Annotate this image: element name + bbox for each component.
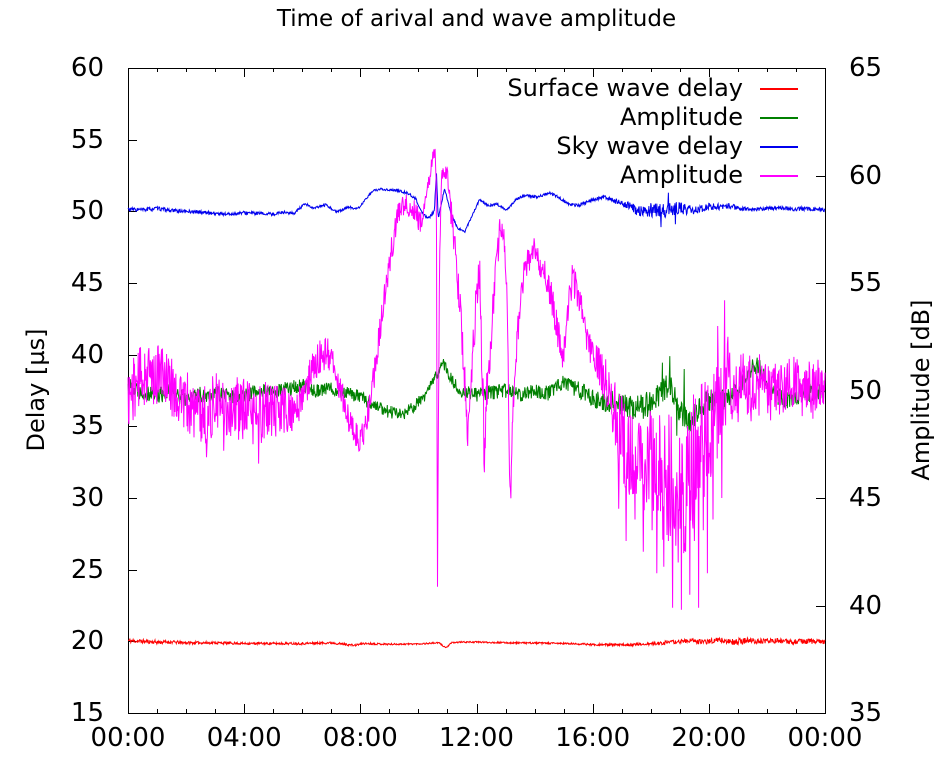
y-right-tick-label: 65 [849, 53, 883, 83]
y-right-tick-label: 45 [849, 483, 883, 513]
legend-label: Surface wave delay [507, 74, 743, 102]
legend-row: Amplitude [507, 161, 798, 190]
y-left-tick-label: 15 [70, 698, 104, 728]
legend-line-sample [760, 116, 798, 119]
x-tick-label: 20:00 [671, 723, 747, 753]
y-left-tick-label: 25 [70, 554, 104, 585]
y-right-tick-label: 60 [849, 160, 883, 191]
y-right-tick-label: 35 [849, 698, 883, 728]
y-right-tick-label: 40 [849, 590, 883, 621]
legend-label: Amplitude [620, 161, 743, 189]
x-tick-label: 00:00 [787, 723, 863, 753]
y-left-tick-label: 40 [70, 339, 104, 370]
legend-row: Surface wave delay [507, 74, 798, 103]
y-left-tick-label: 20 [70, 626, 104, 657]
legend-label: Amplitude [620, 103, 743, 131]
y-right-tick-label: 55 [849, 268, 883, 298]
legend-row: Sky wave delay [507, 132, 798, 161]
y-left-tick-label: 35 [70, 411, 104, 442]
y-left-tick-label: 30 [70, 483, 104, 513]
legend-line-sample [760, 145, 798, 148]
legend-line-sample [760, 87, 798, 90]
legend-line-sample [760, 174, 798, 177]
x-tick-label: 08:00 [322, 723, 398, 753]
x-tick-label: 16:00 [555, 723, 631, 753]
x-tick-label: 04:00 [206, 723, 282, 753]
legend: Surface wave delay Amplitude Sky wave dela… [507, 74, 798, 190]
x-tick-label: 00:00 [90, 723, 166, 753]
x-tick-label: 12:00 [439, 723, 514, 753]
y-left-tick-label: 55 [70, 124, 104, 155]
legend-row: Amplitude [507, 103, 798, 132]
y-left-tick-label: 60 [70, 53, 104, 83]
legend-label: Sky wave delay [556, 132, 743, 160]
y-left-tick-label: 50 [70, 196, 104, 227]
y-right-tick-label: 50 [849, 375, 883, 406]
chart-title: Time of arival and wave amplitude [276, 6, 677, 32]
y-left-tick-label: 45 [70, 268, 104, 298]
